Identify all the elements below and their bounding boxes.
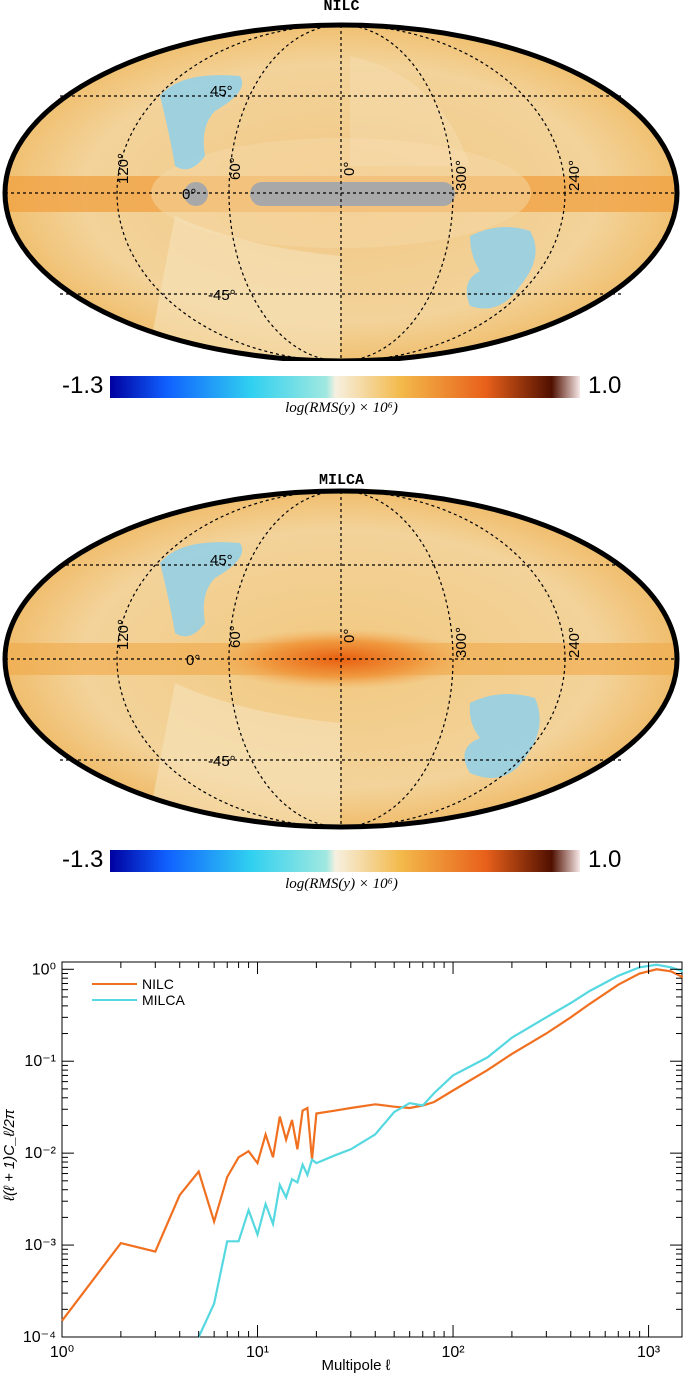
series-line-nilc [61,968,683,1322]
milca-map-panel: MILCA [0,470,683,910]
nilc-map-panel: NILC [0,0,683,430]
colorbar [110,376,580,398]
mollweide-map: 45° 0° -45° 120° 60° 0° 300° 240° [2,22,680,361]
point-source-mask [184,182,208,206]
map-title: NILC [323,0,360,15]
lat-label: 0° [186,652,200,669]
legend-label: MILCA [142,992,185,1008]
y-tick-label: 10⁻¹ [24,1053,56,1070]
y-tick-label: 10⁻³ [24,1237,56,1254]
y-tick-label: 10⁰ [32,961,56,978]
low-noise-region-north [160,542,243,637]
low-noise-region-north [160,75,243,170]
y-axis-label: ℓ(ℓ + 1)C_ℓ/2π [1,1108,18,1202]
galactic-mask [250,182,455,206]
low-noise-region-south [464,694,540,778]
lon-label: 60° [227,625,244,648]
colorbar [110,850,580,872]
lon-label: 0° [341,162,358,176]
lon-label: 240° [566,627,583,658]
colorbar-max-label: 1.0 [588,846,622,873]
x-axis-label: Multipole ℓ [321,1357,390,1374]
y-tick-label: 10⁻⁴ [23,1329,56,1346]
lon-label: 240° [566,160,583,191]
map-title: MILCA [318,472,364,489]
legend-label: NILC [142,976,174,992]
x-tick-label: 10² [441,1344,465,1361]
colorbar-max-label: 1.0 [588,372,622,399]
x-tick-label: 10¹ [246,1344,269,1361]
mollweide-map: 45° 0° -45° 120° 60° 0° 300° 240° [2,488,680,830]
power-spectrum-chart: 10⁰ 10¹ 10² 10³ 10⁻⁴ 10⁻³ 10⁻² 10⁻¹ 10⁰ NILCMILC… [1,961,683,1374]
lon-label: 60° [227,157,244,180]
colorbar-min-label: -1.3 [62,846,104,873]
graticule [5,490,677,828]
series-line-milca [197,963,683,1338]
lat-label: -45° [208,287,236,304]
low-noise-region-south [466,227,536,309]
x-tick-label: 10³ [637,1344,661,1361]
lon-label: 0° [341,629,358,643]
lat-label: 0° [182,186,196,203]
colorbar-min-label: -1.3 [62,372,104,399]
map-outline [2,22,680,361]
lat-label: -45° [208,753,236,770]
axis-ticks: 10⁰ 10¹ 10² 10³ 10⁻⁴ 10⁻³ 10⁻² 10⁻¹ 10⁰ [23,961,682,1361]
series-lines [61,963,683,1338]
lon-label: 300° [453,627,470,658]
lat-label: 45° [210,552,233,569]
colorbar-caption: log(RMS(y) × 10⁶) [285,400,398,416]
y-tick-label: 10⁻² [24,1145,56,1162]
lon-label: 300° [453,160,470,191]
x-tick-label: 10⁰ [50,1344,74,1361]
colorbar-caption: log(RMS(y) × 10⁶) [285,876,398,892]
lon-label: 120° [115,153,132,184]
plot-frame [61,961,683,1338]
map-outline [2,488,680,830]
lat-label: 45° [210,83,233,100]
lon-label: 120° [115,619,132,650]
axes-frame [61,961,683,1338]
